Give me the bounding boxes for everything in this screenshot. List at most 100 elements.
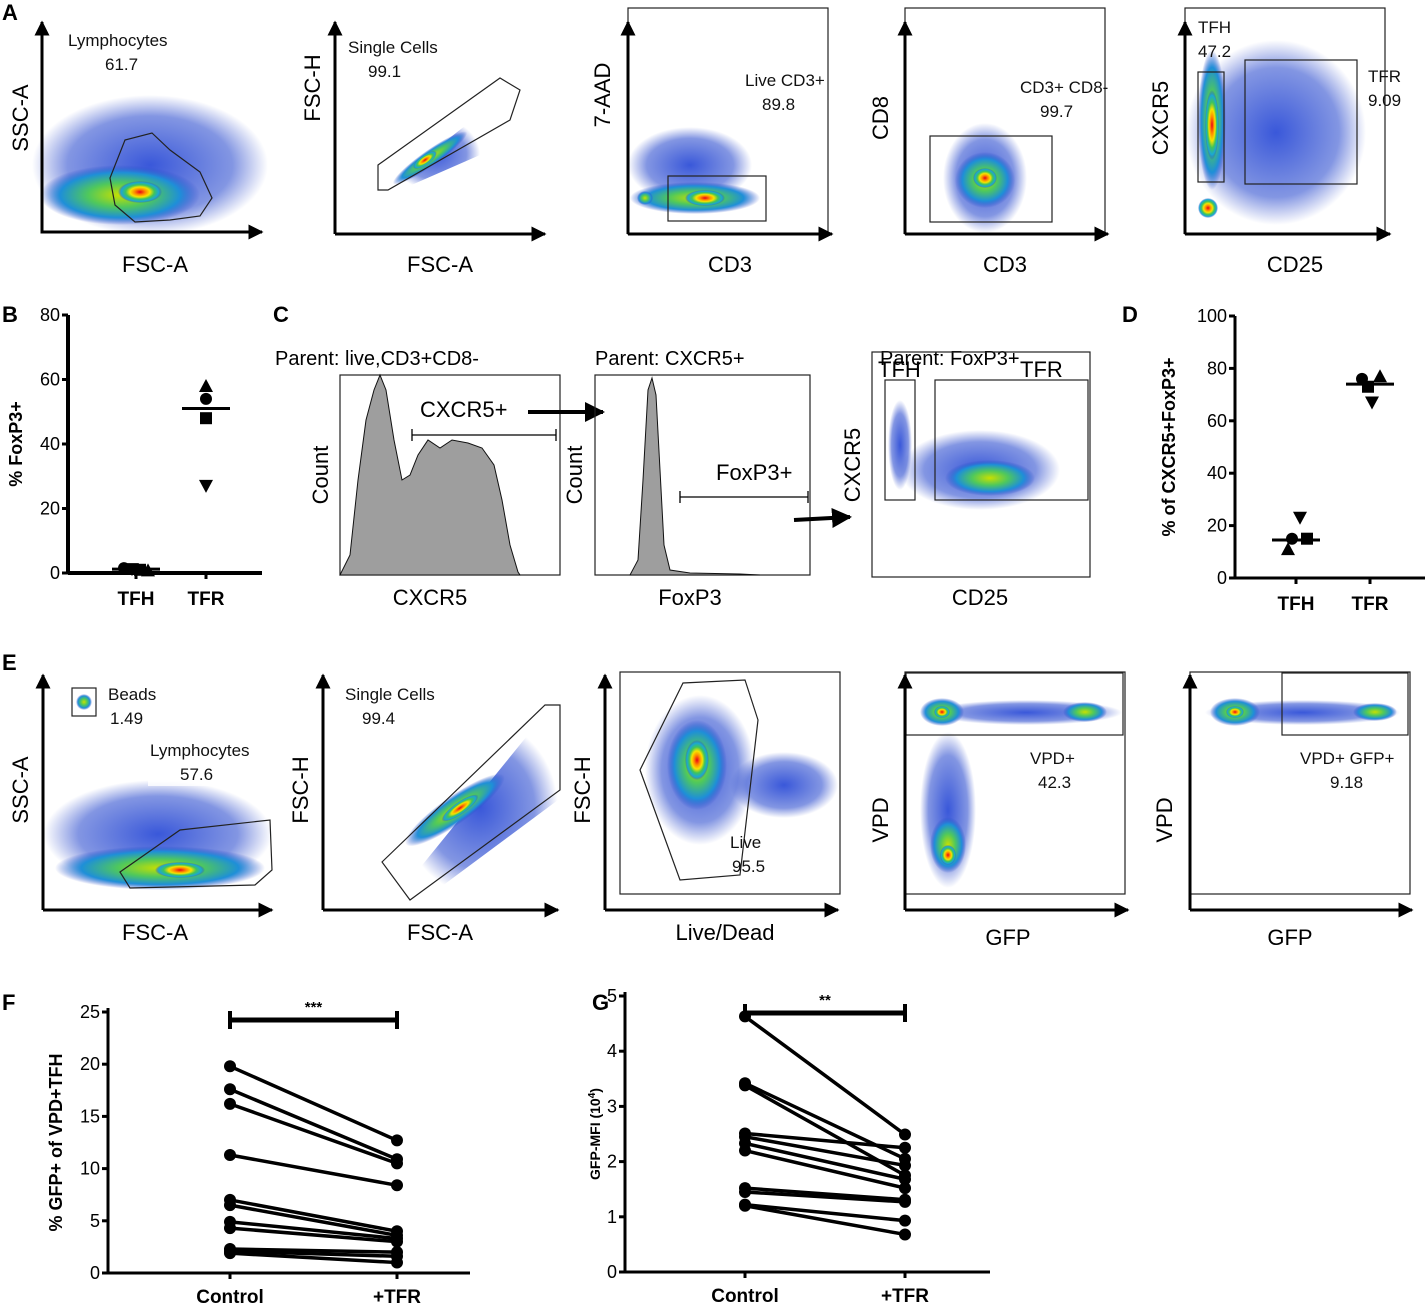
data-point-tfr [899, 1141, 911, 1154]
gate-tfr [1244, 59, 1358, 185]
density-tfh [888, 400, 912, 490]
panel-d-chart: 0 20 40 60 80 100 % of CXCR5+FoxP3+ TFH TFR [1159, 306, 1425, 615]
gate-label: VPD+ GFP+ [1300, 749, 1395, 768]
histogram-fill [339, 373, 521, 576]
paired-line [229, 1203, 398, 1238]
y-tick-label: 80 [40, 305, 60, 325]
y-tick-label: 100 [1197, 306, 1227, 326]
density-peak-bottom [940, 845, 956, 865]
x-axis-label: GFP [985, 925, 1030, 950]
x-axis-label: CD3 [708, 252, 752, 277]
y-axis-label-superscript: 4 [587, 1092, 598, 1098]
gate-value: 99.4 [362, 709, 395, 728]
x-axis-label: FSC-A [122, 252, 188, 277]
density-tail [730, 752, 838, 818]
gate-value-tfr: 9.09 [1368, 91, 1401, 110]
paired-line [229, 1102, 398, 1166]
flow-plot-e4: VPD+ 42.3 GFP VPD [868, 671, 1130, 950]
density-peak [118, 181, 162, 203]
gate-value: 99.1 [368, 62, 401, 81]
data-point [1362, 380, 1374, 393]
panel-label-f: F [2, 990, 15, 1015]
x-tick-label: Control [711, 1286, 779, 1307]
plot-frame [619, 671, 841, 895]
panel-b-chart: 0 20 40 60 80 % FoxP3+ TFH TFR [6, 305, 262, 610]
label-bg [148, 738, 270, 786]
gate-label: CXCR5+ [420, 397, 507, 422]
panel-label-g: G [592, 990, 609, 1015]
density-core-right [1353, 703, 1397, 721]
gate-label: Live [730, 833, 761, 852]
data-point-control [224, 1083, 236, 1096]
data-point-tfr [899, 1128, 911, 1141]
y-axis-label: GFP-MFI (104) [587, 1088, 604, 1180]
y-tick-label: 25 [80, 1002, 100, 1022]
x-tick-label: TFH [1278, 594, 1315, 615]
x-tick-label: +TFR [373, 1287, 421, 1307]
paired-line [229, 1249, 398, 1259]
gate-single-cells [381, 704, 561, 901]
x-tick-label: TFR [188, 589, 225, 610]
paired-line [229, 1064, 398, 1143]
density-peak [973, 168, 997, 188]
gate-value: 99.7 [1040, 102, 1073, 121]
gate-label-tfr: TFR [1368, 67, 1401, 86]
y-axis-label: Count [308, 446, 333, 505]
paired-line [744, 1204, 906, 1237]
hist-title: Parent: CXCR5+ [595, 348, 745, 370]
x-axis-label: CD25 [952, 585, 1008, 610]
data-point-control [224, 1199, 236, 1212]
panel-label-a: A [2, 0, 18, 25]
paired-line [229, 1251, 398, 1265]
data-point [200, 412, 212, 425]
y-axis-label: SSC-A [8, 84, 33, 152]
gate-label-tfh: TFH [1198, 18, 1231, 37]
significance-label: ** [819, 992, 831, 1009]
flow-plot-e2: Single Cells 99.4 FSC-A FSC-H [288, 673, 561, 945]
density-peak-bottom [1198, 198, 1218, 218]
y-axis-label: % FoxP3+ [6, 401, 26, 487]
data-point-tfr [899, 1173, 911, 1186]
data-point-control [224, 1097, 236, 1110]
data-point [199, 378, 213, 392]
y-tick-label: 2 [607, 1152, 617, 1172]
gate-label: Lymphocytes [68, 31, 168, 50]
panel-label-e: E [2, 650, 17, 675]
data-point-tfr [899, 1214, 911, 1227]
paired-line [743, 1015, 907, 1136]
paired-line [229, 1226, 398, 1244]
y-axis-label: SSC-A [8, 756, 33, 824]
flow-plot-a1: Lymphocytes 61.7 FSC-A SSC-A [8, 20, 268, 277]
data-point-control [224, 1149, 236, 1162]
flow-plot-e5: VPD+ GFP+ 9.18 GFP VPD [1152, 671, 1414, 950]
gate-beads [71, 687, 97, 717]
data-point [200, 392, 212, 405]
paired-line [744, 1131, 906, 1150]
gate-label: CD3+ CD8- [1020, 78, 1108, 97]
y-tick-label: 1 [607, 1207, 617, 1227]
y-tick-label: 3 [607, 1096, 617, 1116]
gate-tfh [884, 379, 916, 501]
plot-frame [871, 351, 1091, 578]
plot-title: Parent: FoxP3+ [880, 348, 1020, 370]
y-axis-label: % of CXCR5+FoxP3+ [1159, 357, 1179, 536]
panel-f-chart: 0 5 10 15 20 25 Control +TFR *** % GFP+ of VPD+TF… [46, 999, 470, 1307]
x-axis-label: FSC-A [122, 920, 188, 945]
y-tick-label: 60 [1207, 411, 1227, 431]
density-peak [1226, 706, 1244, 718]
x-tick-label: +TFR [881, 1286, 929, 1307]
x-axis-label: CD3 [983, 252, 1027, 277]
x-axis-label: FSC-A [407, 252, 473, 277]
density-peak-vertical [1205, 90, 1219, 160]
gate-value-tfh: 47.2 [1198, 42, 1231, 61]
histogram-fill [629, 376, 761, 576]
y-tick-label: 0 [90, 1263, 100, 1283]
data-point-tfr [391, 1256, 403, 1269]
y-axis-label: % GFP+ of VPD+TFH [46, 1053, 66, 1231]
y-tick-label: 0 [607, 1262, 617, 1282]
y-tick-label: 0 [50, 563, 60, 583]
y-tick-label: 20 [1207, 516, 1227, 536]
data-point [1373, 369, 1387, 383]
gate-tfh [1197, 71, 1225, 183]
gate-label: Live CD3+ [745, 71, 825, 90]
